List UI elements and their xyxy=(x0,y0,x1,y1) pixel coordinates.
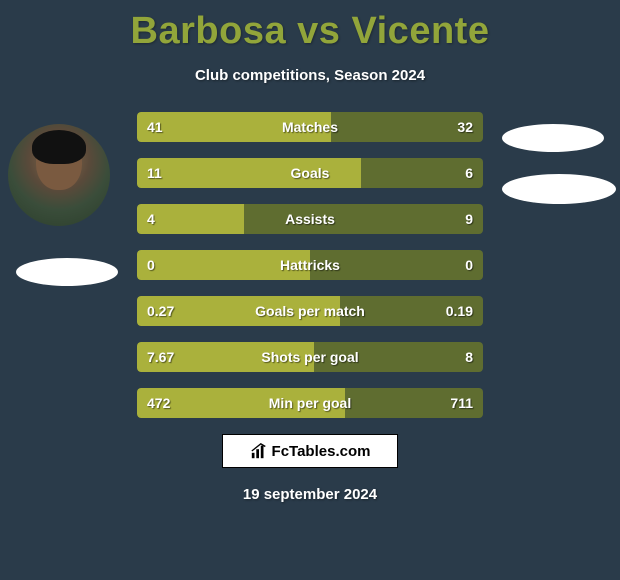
stat-value-left: 0 xyxy=(147,257,155,273)
stat-value-left: 11 xyxy=(147,165,162,181)
stat-label: Hattricks xyxy=(280,257,340,273)
stat-row: 472 Min per goal 711 xyxy=(137,388,483,418)
page-title: Barbosa vs Vicente xyxy=(0,0,620,53)
brand-badge: FcTables.com xyxy=(222,434,398,468)
stat-value-right: 32 xyxy=(457,119,473,135)
stat-row: 7.67 Shots per goal 8 xyxy=(137,342,483,372)
subtitle: Club competitions, Season 2024 xyxy=(0,67,620,84)
comparison-bars: 41Matches3211Goals64Assists90Hattricks00… xyxy=(137,112,483,418)
stat-row: 0 Hattricks 0 xyxy=(137,250,483,280)
stat-value-right: 0 xyxy=(465,257,473,273)
stat-label: Goals per match xyxy=(255,303,365,319)
date-label: 19 september 2024 xyxy=(0,486,620,503)
stat-value-left: 4 xyxy=(147,211,155,227)
stat-row: 11 Goals 6 xyxy=(137,158,483,188)
placeholder-ellipse xyxy=(502,174,616,204)
brand-text: FcTables.com xyxy=(272,443,371,460)
stat-value-right: 0.19 xyxy=(446,303,473,319)
stat-row: 41 Matches 32 xyxy=(137,112,483,142)
player-avatar-left xyxy=(8,124,110,226)
stat-row: 4 Assists 9 xyxy=(137,204,483,234)
placeholder-ellipse xyxy=(502,124,604,152)
stat-label: Shots per goal xyxy=(261,349,358,365)
stat-label: Min per goal xyxy=(269,395,351,411)
stat-value-right: 6 xyxy=(465,165,473,181)
stat-value-left: 0.27 xyxy=(147,303,174,319)
stat-label: Matches xyxy=(282,119,338,135)
placeholder-ellipse xyxy=(16,258,118,286)
stat-value-left: 41 xyxy=(147,119,163,135)
stat-label: Assists xyxy=(285,211,335,227)
stat-row: 0.27 Goals per match 0.19 xyxy=(137,296,483,326)
stat-value-left: 472 xyxy=(147,395,170,411)
chart-icon xyxy=(250,442,268,460)
stat-value-right: 9 xyxy=(465,211,473,227)
stat-label: Goals xyxy=(291,165,330,181)
stat-value-left: 7.67 xyxy=(147,349,174,365)
stat-value-right: 8 xyxy=(465,349,473,365)
stat-value-right: 711 xyxy=(450,395,473,411)
